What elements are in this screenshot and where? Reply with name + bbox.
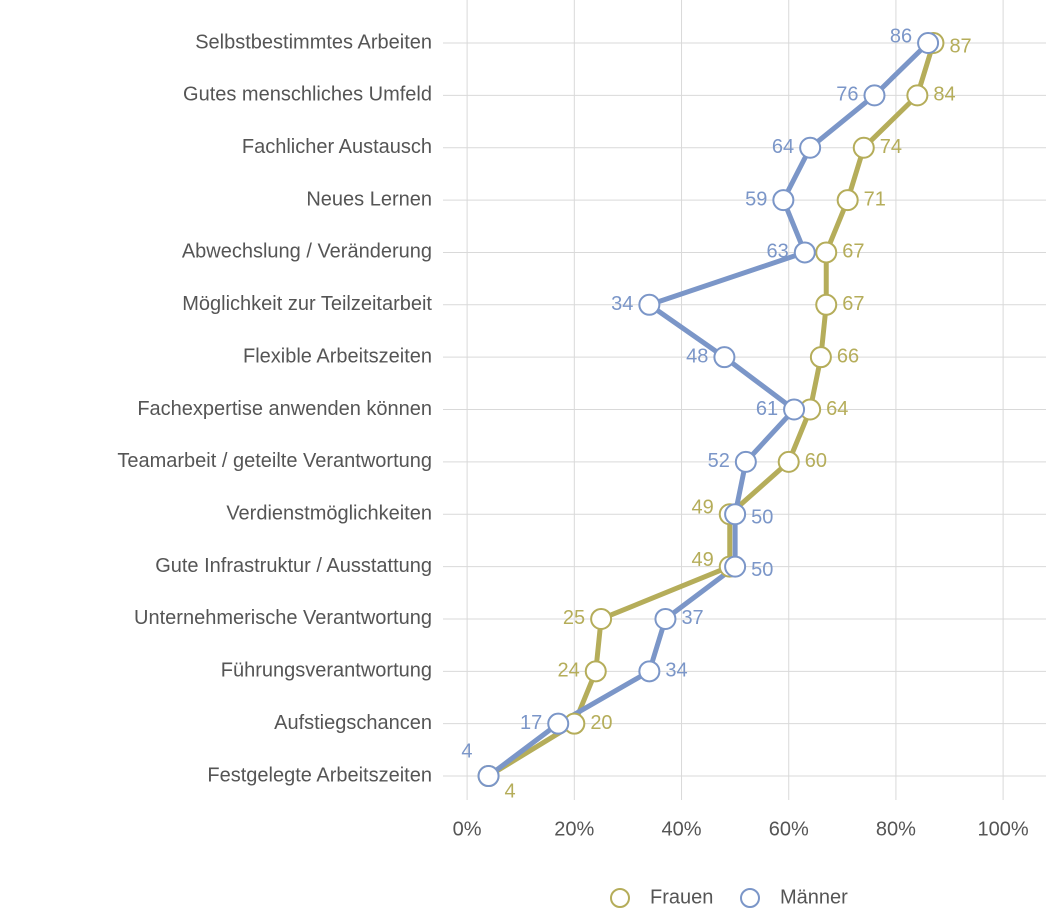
y-tick-label: Verdienstmöglichkeiten xyxy=(226,503,432,525)
value-label: 87 xyxy=(949,35,971,57)
x-tick-label: 0% xyxy=(453,818,482,840)
point xyxy=(815,293,838,316)
x-tick-label: 60% xyxy=(769,818,809,840)
value-label: 34 xyxy=(665,660,687,682)
value-label: 64 xyxy=(772,136,794,158)
x-tick-label: 20% xyxy=(554,818,594,840)
point xyxy=(863,84,886,107)
point xyxy=(906,84,929,107)
point xyxy=(724,555,747,578)
y-tick-label: Teamarbeit / geteilte Verantwortung xyxy=(117,450,432,472)
value-label: 50 xyxy=(751,559,773,581)
point xyxy=(590,607,613,630)
point xyxy=(772,189,795,212)
value-label: 63 xyxy=(767,241,789,263)
point xyxy=(917,32,940,54)
value-label: 24 xyxy=(558,660,580,682)
point xyxy=(815,241,838,264)
value-label: 4 xyxy=(461,740,472,762)
point xyxy=(793,241,816,264)
y-tick-label: Unternehmerische Verantwortung xyxy=(134,607,432,629)
value-label: 60 xyxy=(805,450,827,472)
y-tick-label: Flexible Arbeitszeiten xyxy=(243,345,432,367)
point xyxy=(734,450,757,473)
y-tick-label: Festgelegte Arbeitszeiten xyxy=(207,764,432,786)
point xyxy=(809,346,832,369)
value-label: 86 xyxy=(890,25,912,47)
value-label: 49 xyxy=(692,549,714,571)
point xyxy=(777,450,800,473)
value-label: 74 xyxy=(880,136,902,158)
value-label: 52 xyxy=(708,450,730,472)
y-tick-label: Neues Lernen xyxy=(306,188,432,210)
x-tick-label: 80% xyxy=(876,818,916,840)
y-tick-label: Fachlicher Austausch xyxy=(242,136,432,158)
y-tick-label: Abwechslung / Veränderung xyxy=(182,241,432,263)
point xyxy=(783,398,806,421)
value-label: 37 xyxy=(681,607,703,629)
legend-marker xyxy=(740,888,760,908)
value-label: 48 xyxy=(686,345,708,367)
y-tick-label: Führungsverantwortung xyxy=(221,660,432,682)
y-tick-label: Gutes menschliches Umfeld xyxy=(183,84,432,106)
value-label: 59 xyxy=(745,188,767,210)
value-label: 67 xyxy=(842,293,864,315)
point xyxy=(836,189,859,212)
legend-label: Männer xyxy=(780,886,848,908)
value-label: 17 xyxy=(520,712,542,734)
value-label: 20 xyxy=(590,712,612,734)
y-tick-label: Möglichkeit zur Teilzeitarbeit xyxy=(182,293,432,315)
y-tick-label: Selbstbestimmtes Arbeiten xyxy=(195,31,432,53)
x-tick-label: 40% xyxy=(662,818,702,840)
y-tick-label: Aufstiegschancen xyxy=(274,712,432,734)
value-label: 25 xyxy=(563,607,585,629)
value-label: 67 xyxy=(842,241,864,263)
legend-marker xyxy=(610,888,630,908)
value-label: 71 xyxy=(864,188,886,210)
point xyxy=(584,660,607,683)
y-tick-label: Gute Infrastruktur / Ausstattung xyxy=(155,555,432,577)
point xyxy=(547,712,570,735)
value-label: 61 xyxy=(756,398,778,420)
point xyxy=(799,136,822,159)
value-label: 66 xyxy=(837,345,859,367)
point xyxy=(713,346,736,369)
x-tick-label: 100% xyxy=(978,818,1029,840)
point xyxy=(654,607,677,630)
point xyxy=(638,660,661,683)
point xyxy=(638,293,661,316)
value-label: 4 xyxy=(505,780,516,802)
point xyxy=(852,136,875,159)
value-label: 84 xyxy=(933,84,955,106)
value-label: 49 xyxy=(692,497,714,519)
y-tick-label: Fachexpertise anwenden können xyxy=(137,398,432,420)
legend-label: Frauen xyxy=(650,886,713,908)
value-label: 76 xyxy=(836,84,858,106)
value-label: 64 xyxy=(826,398,848,420)
point xyxy=(477,765,500,788)
point xyxy=(724,503,747,526)
value-label: 50 xyxy=(751,507,773,529)
value-label: 34 xyxy=(611,293,633,315)
